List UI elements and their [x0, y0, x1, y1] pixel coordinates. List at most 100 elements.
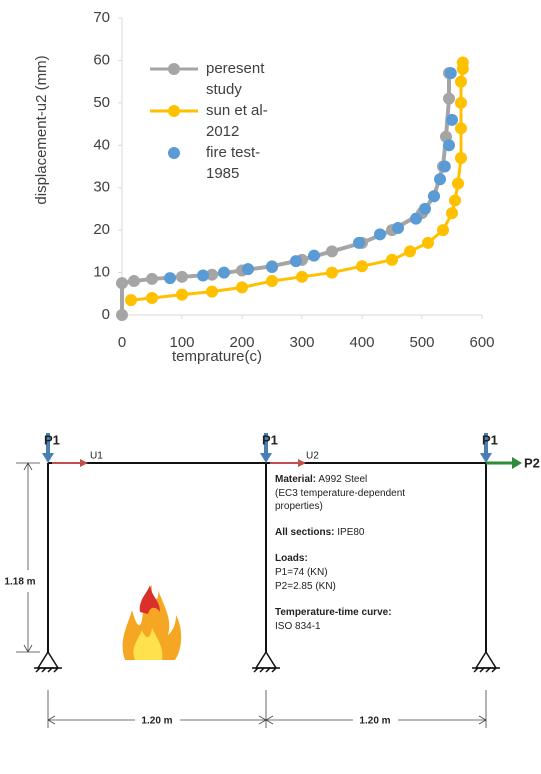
y-tick-label: 20: [93, 221, 110, 238]
data-point: [374, 228, 386, 241]
data-point: [428, 190, 440, 203]
data-point: [326, 245, 338, 258]
data-point: [176, 270, 188, 283]
legend-marker: [168, 63, 180, 75]
data-point: [452, 177, 464, 190]
data-point: [116, 309, 128, 321]
note: (EC3 temperature-dependent: [275, 488, 405, 499]
y-tick-label: 30: [93, 179, 110, 196]
note: P2=2.85 (KN): [275, 581, 336, 592]
supports: [34, 650, 500, 673]
y-axis-title: displacement-u2 (mm): [33, 55, 50, 204]
data-point: [266, 261, 278, 274]
data-point: [455, 152, 467, 165]
legend-label: peresent study: [206, 60, 265, 98]
x-tick-label: 500: [409, 334, 434, 351]
data-point: [242, 263, 254, 276]
x-tick-label: 0: [118, 334, 126, 351]
data-point: [455, 75, 467, 88]
data-point: [197, 269, 209, 282]
data-point: [446, 207, 458, 220]
label: P1: [44, 432, 60, 447]
data-point: [125, 294, 137, 307]
data-point: [164, 272, 176, 285]
data-point: [353, 236, 365, 249]
note-bold: Material:: [275, 474, 316, 485]
note: ISO 834-1: [275, 621, 321, 632]
x-tick-label: 200: [229, 334, 254, 351]
legend-label-box: fire test-1985: [206, 144, 261, 182]
data-point: [455, 122, 467, 135]
data-point: [206, 268, 218, 281]
x-tick-label: 300: [289, 334, 314, 351]
data-point: [410, 212, 422, 225]
chart: 0 10 20 30 40 50 60 70 0 100 200 300 400 500 600 tempra…: [33, 9, 495, 365]
data-point: [290, 255, 302, 268]
note-text: properties): [275, 501, 323, 512]
label: P2: [524, 455, 540, 470]
legend-label: sun et al-2012: [206, 102, 268, 140]
data-point: [419, 202, 431, 215]
note: Temperature-time curve:: [275, 607, 392, 618]
data-point: [236, 281, 248, 294]
data-point: [206, 285, 218, 298]
data-point: [437, 224, 449, 237]
data-point: [146, 292, 158, 305]
x-tick-label: 600: [469, 334, 494, 351]
data-point: [392, 222, 404, 235]
note: Material: A992 Steel: [275, 474, 367, 485]
data-point: [386, 253, 398, 266]
label: 1.20 m: [359, 716, 390, 727]
note-bold: All sections:: [275, 527, 334, 538]
note: P1=74 (KN): [275, 567, 328, 578]
note: All sections: IPE80: [275, 527, 365, 538]
x-axis-title: temprature(c): [172, 348, 262, 365]
data-point: [422, 236, 434, 249]
note-text: IPE80: [334, 527, 364, 538]
data-point: [455, 96, 467, 109]
y-tick-label: 40: [93, 136, 110, 153]
note-text: (EC3 temperature-dependent: [275, 488, 405, 499]
data-point: [326, 266, 338, 279]
legend-marker: [168, 105, 180, 117]
dimension-lines: [16, 462, 487, 728]
note: Loads:: [275, 553, 308, 564]
note: properties): [275, 501, 323, 512]
note-text: A992 Steel: [316, 474, 367, 485]
data-point: [456, 56, 469, 69]
data-point: [128, 275, 140, 288]
legend-label: fire test-1985: [206, 144, 261, 182]
legend-marker: [168, 147, 180, 159]
y-tick-label: 50: [93, 94, 110, 111]
load-arrows: [42, 433, 522, 469]
data-point: [176, 288, 188, 301]
note-bold: Temperature-time curve:: [275, 607, 392, 618]
label: 1.20 m: [141, 716, 172, 727]
x-tick-label: 400: [349, 334, 374, 351]
data-point: [446, 113, 458, 126]
y-tick-label: 60: [93, 51, 110, 68]
data-point: [266, 275, 278, 288]
label: P1: [482, 432, 498, 447]
legend-label-box: sun et al-2012: [206, 102, 268, 140]
series-line: [130, 62, 465, 302]
data-point: [146, 272, 158, 285]
data-point: [443, 139, 455, 152]
y-tick-label: 10: [93, 264, 110, 281]
data-point: [308, 249, 320, 262]
data-point: [449, 194, 461, 207]
data-point: [218, 266, 230, 279]
y-tick-label: 0: [102, 306, 110, 323]
label: P1: [262, 432, 278, 447]
data-point: [434, 173, 446, 186]
frame-diagram: P1 P1 P1 P2 U1 U2 1.18 m 1.20 m 1.20 m Material: …: [4, 432, 540, 728]
data-point: [404, 245, 416, 258]
note-bold: Loads:: [275, 553, 308, 564]
note-text: P2=2.85 (KN): [275, 581, 336, 592]
y-tick-label: 70: [93, 9, 110, 26]
data-point: [438, 160, 451, 173]
legend-label-box: peresent study: [206, 60, 265, 98]
data-point: [443, 92, 455, 105]
data-point: [296, 270, 308, 283]
